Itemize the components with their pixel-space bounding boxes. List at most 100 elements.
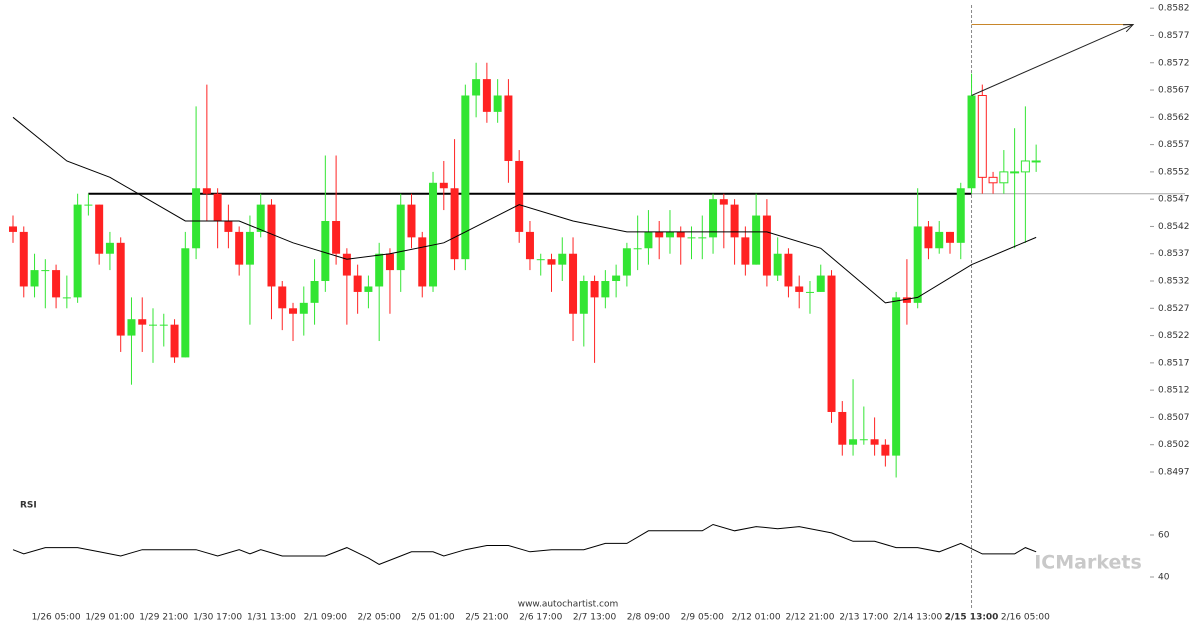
candle-body [622,248,631,276]
x-tick-label: 2/13 17:00 [839,613,888,623]
candle-body [558,253,567,265]
candle-body [644,231,653,249]
candle-body [536,259,545,261]
candle-body [601,281,610,298]
candle-body [569,253,578,314]
candle-body [579,281,588,314]
x-tick-label: 1/30 17:00 [193,613,242,623]
candle-body [547,259,556,265]
candle-body [278,286,287,309]
candle-body [41,270,50,272]
candle-body [633,248,642,250]
candle-body [364,286,373,292]
candle-body [913,226,922,303]
candle-body [385,253,394,271]
candle-body [730,204,739,238]
y-tick-label: 0.8547 [1158,195,1190,205]
y-tick-label: 0.8552 [1158,167,1190,177]
candle-body [19,231,28,287]
candle-body [472,79,481,96]
candle-body [805,291,814,293]
x-tick-label: 2/6 17:00 [519,613,563,623]
candle-body [752,215,761,265]
rsi-tick-label: 40 [1158,573,1170,583]
y-tick-label: 0.8527 [1158,304,1190,314]
candle-body [342,253,351,276]
y-tick-label: 0.8557 [1158,140,1190,150]
candle-body [967,95,976,189]
candle-body [945,231,954,243]
candle-body [127,319,136,336]
x-tick-label: 2/5 01:00 [411,613,455,623]
x-tick-label: 1/31 13:00 [247,613,296,623]
candle-body [170,324,179,358]
candle-body [375,253,384,287]
candle-body [52,270,61,298]
candle-body [665,231,674,238]
candle-body [525,231,534,260]
candle-body [1031,160,1041,163]
candle-body [73,204,82,298]
y-tick-label: 0.8577 [1158,31,1190,41]
candle-body [892,297,901,456]
candle-body [202,188,211,194]
candle-body [719,199,728,205]
candle-body [977,94,987,178]
y-tick-label: 0.8512 [1158,386,1190,396]
candle-body [84,204,93,206]
candle-body [245,231,254,265]
x-tick-label: 2/9 05:00 [681,613,725,623]
candle-body [159,324,168,326]
rsi-line [12,523,1037,565]
candle-body [698,237,707,239]
footer: www.autochartist.com [518,600,619,610]
candle-body [924,226,933,249]
candle-body [590,281,599,298]
candle-body [709,199,718,238]
candle-body [859,439,868,441]
candle-body [461,95,470,260]
candle-body [396,204,405,271]
candle-body [30,270,39,287]
y-tick-label: 0.8562 [1158,113,1190,123]
x-tick-label: 2/7 13:00 [573,613,617,623]
y-tick-label: 0.8502 [1158,440,1190,450]
candle-body [784,253,793,287]
candle-body [407,204,416,238]
candle-body [838,411,847,445]
candle-body [450,188,459,260]
y-tick-label: 0.8567 [1158,86,1190,96]
y-tick-label: 0.8532 [1158,277,1190,287]
rsi-tick-label: 60 [1158,531,1170,541]
candle-body [95,204,104,254]
candle-body [213,193,222,221]
x-tick-label: 2/2 05:00 [358,613,402,623]
x-tick-label: 2/1 09:00 [304,613,348,623]
candle-body [655,231,664,238]
candle-body [988,176,998,184]
moving-average [12,116,1037,304]
arrow-head [1123,24,1135,33]
candle-body [224,220,233,232]
candle-body [762,215,771,276]
candle-body [676,231,685,238]
y-tick-label: 0.8497 [1158,467,1190,477]
candle-body [827,275,836,412]
x-tick-label: 2/12 01:00 [732,613,781,623]
y-tick-label: 0.8542 [1158,222,1190,232]
candle-body [332,220,341,254]
candle-body [902,297,911,303]
x-tick-label: 2/8 09:00 [627,613,671,623]
candle-body [256,204,265,232]
y-tick-label: 0.8507 [1158,413,1190,423]
candle-body [881,444,890,456]
y-tick-label: 0.8582 [1158,4,1190,14]
watermark: ICMarkets [1034,552,1142,574]
candle-body [773,253,782,276]
candle-body [504,95,513,161]
candle-body [1020,160,1030,173]
candle-body [9,226,17,232]
candle-body [1010,171,1020,174]
